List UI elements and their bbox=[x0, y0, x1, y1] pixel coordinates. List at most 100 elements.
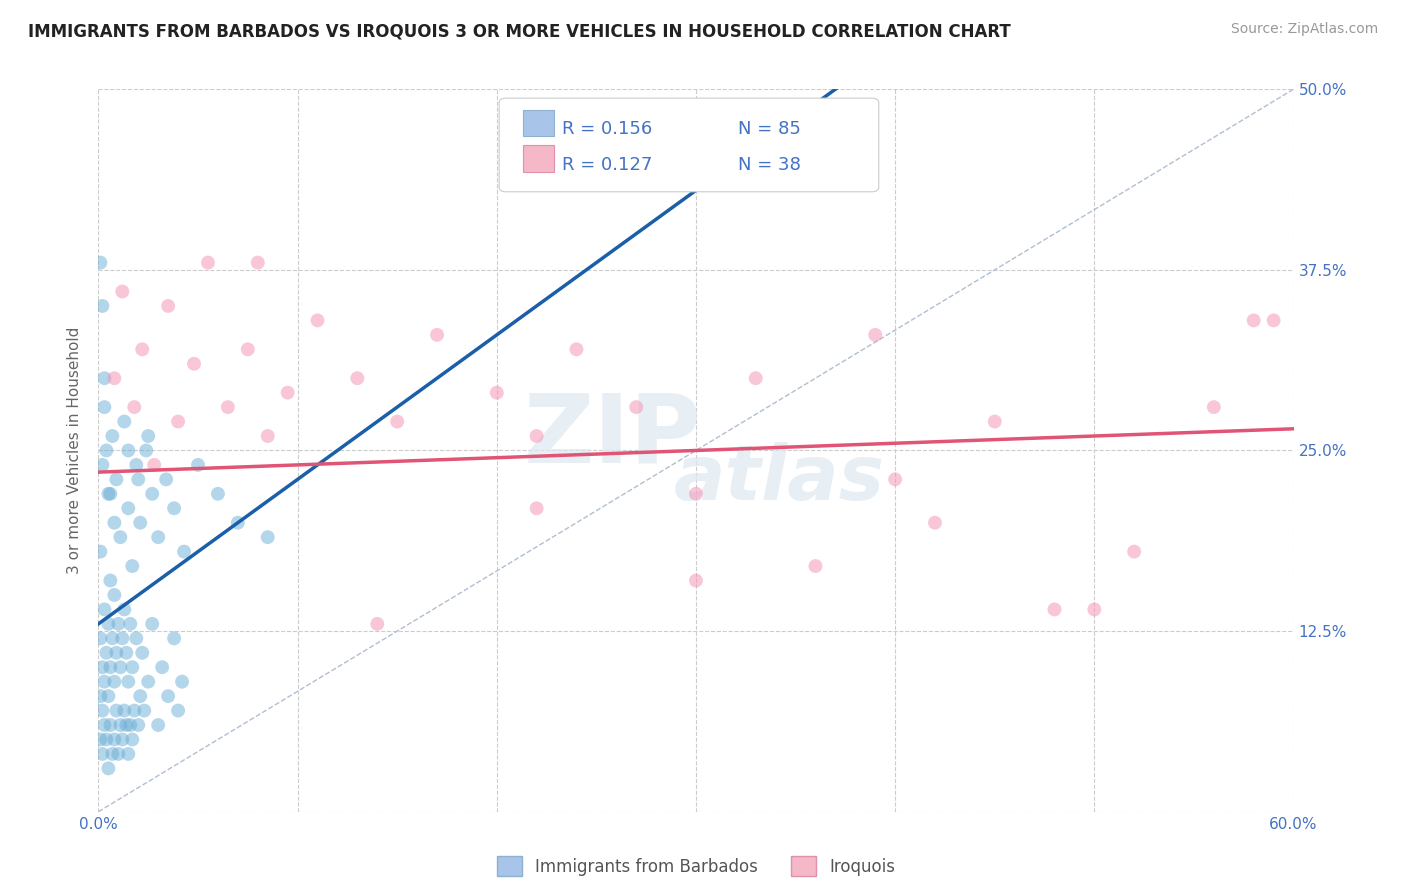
Point bbox=[96, 646, 118, 660]
Point bbox=[101, 429, 124, 443]
Point bbox=[1043, 602, 1066, 616]
Point bbox=[96, 732, 118, 747]
Point bbox=[1202, 400, 1225, 414]
Point bbox=[256, 530, 278, 544]
Point bbox=[98, 718, 122, 732]
Point bbox=[111, 285, 134, 299]
Point bbox=[111, 732, 134, 747]
Point bbox=[89, 255, 111, 269]
Point bbox=[485, 385, 508, 400]
Point bbox=[121, 660, 143, 674]
Text: ZIP: ZIP bbox=[523, 390, 702, 483]
Point bbox=[167, 704, 190, 718]
Point bbox=[131, 343, 153, 357]
Point bbox=[565, 343, 588, 357]
Point bbox=[91, 458, 114, 472]
Text: R = 0.127: R = 0.127 bbox=[562, 156, 652, 174]
Point bbox=[110, 660, 132, 674]
Point bbox=[105, 646, 128, 660]
Point bbox=[91, 704, 114, 718]
Point bbox=[117, 501, 139, 516]
Point bbox=[155, 472, 177, 486]
Point bbox=[984, 415, 1007, 429]
Point bbox=[217, 400, 239, 414]
Point bbox=[98, 487, 122, 501]
Point bbox=[125, 458, 148, 472]
Point bbox=[246, 255, 269, 269]
Point bbox=[97, 616, 120, 631]
Point bbox=[526, 429, 548, 443]
Point bbox=[129, 689, 152, 703]
Point bbox=[626, 400, 648, 414]
Point bbox=[136, 429, 159, 443]
Point bbox=[89, 632, 111, 646]
Point bbox=[101, 747, 124, 761]
Point bbox=[110, 530, 132, 544]
Point bbox=[346, 371, 368, 385]
Y-axis label: 3 or more Vehicles in Household: 3 or more Vehicles in Household bbox=[67, 326, 83, 574]
Point bbox=[226, 516, 249, 530]
Point bbox=[96, 443, 118, 458]
Point bbox=[93, 718, 115, 732]
Point bbox=[111, 632, 134, 646]
Point bbox=[105, 472, 128, 486]
Point bbox=[307, 313, 329, 327]
Point bbox=[107, 747, 129, 761]
Point bbox=[197, 255, 219, 269]
Point bbox=[150, 660, 173, 674]
Point bbox=[103, 516, 125, 530]
Point bbox=[135, 443, 157, 458]
Point bbox=[124, 704, 146, 718]
Point bbox=[924, 516, 946, 530]
Point bbox=[91, 299, 114, 313]
Point bbox=[110, 718, 132, 732]
Point bbox=[98, 574, 122, 588]
Point bbox=[120, 616, 142, 631]
Point bbox=[112, 602, 135, 616]
Point bbox=[120, 718, 142, 732]
Point bbox=[134, 704, 156, 718]
Point bbox=[366, 616, 388, 631]
Point bbox=[101, 632, 124, 646]
Point bbox=[141, 616, 163, 631]
Point bbox=[89, 544, 111, 558]
Point bbox=[884, 472, 907, 486]
Point bbox=[685, 487, 707, 501]
Point bbox=[256, 429, 278, 443]
Point bbox=[103, 732, 125, 747]
Point bbox=[112, 704, 135, 718]
Point bbox=[125, 632, 148, 646]
Point bbox=[89, 732, 111, 747]
Text: atlas: atlas bbox=[673, 442, 886, 516]
Text: N = 38: N = 38 bbox=[738, 156, 801, 174]
Point bbox=[1083, 602, 1105, 616]
Point bbox=[103, 371, 125, 385]
Point bbox=[1243, 313, 1265, 327]
Point bbox=[685, 574, 707, 588]
Point bbox=[1123, 544, 1146, 558]
Point bbox=[93, 400, 115, 414]
Point bbox=[93, 602, 115, 616]
Point bbox=[136, 674, 159, 689]
Text: R = 0.156: R = 0.156 bbox=[562, 120, 652, 138]
Point bbox=[426, 327, 449, 342]
Point bbox=[141, 487, 163, 501]
Point bbox=[115, 718, 138, 732]
Point bbox=[98, 660, 122, 674]
Point bbox=[97, 761, 120, 775]
Point bbox=[91, 660, 114, 674]
Point bbox=[183, 357, 205, 371]
Point bbox=[157, 299, 180, 313]
Point bbox=[97, 487, 120, 501]
Point bbox=[117, 674, 139, 689]
Point bbox=[148, 530, 170, 544]
Point bbox=[91, 747, 114, 761]
Point bbox=[143, 458, 166, 472]
Point bbox=[121, 732, 143, 747]
Text: Source: ZipAtlas.com: Source: ZipAtlas.com bbox=[1230, 22, 1378, 37]
Point bbox=[117, 747, 139, 761]
Point bbox=[105, 704, 128, 718]
Point bbox=[277, 385, 299, 400]
Point bbox=[97, 689, 120, 703]
Point bbox=[163, 632, 186, 646]
